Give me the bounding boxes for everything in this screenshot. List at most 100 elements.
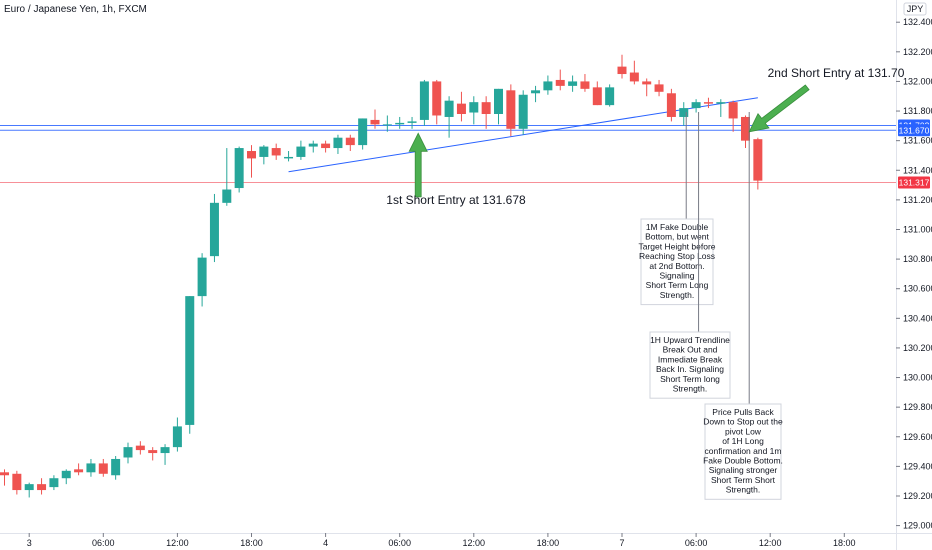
annotation-label: 1st Short Entry at 131.678 <box>386 193 526 207</box>
y-tick-label: 130.400 <box>903 313 932 323</box>
candle-body <box>0 472 9 476</box>
candle-body <box>395 122 405 125</box>
note-text-line: Price Pulls Back <box>712 407 774 417</box>
candle-body <box>345 137 355 146</box>
candle-body <box>469 102 479 113</box>
candle-body <box>703 102 713 104</box>
candle-body <box>580 81 590 89</box>
price-tag-label: 131.670 <box>899 125 930 135</box>
candle-body <box>555 79 565 86</box>
currency-label: JPY <box>907 4 924 14</box>
candle-body <box>37 484 47 491</box>
note-text-line: Reaching Stop Loss <box>639 251 715 261</box>
candle-body <box>494 88 503 115</box>
candle-body <box>12 473 22 491</box>
candle-body <box>333 137 343 149</box>
note-text-line: at 2nd Bottom. <box>649 261 704 271</box>
candle-body <box>259 146 269 157</box>
candle-body <box>679 108 689 117</box>
candle-body <box>370 119 380 125</box>
x-tick-label: 18:00 <box>537 538 560 548</box>
candle-body <box>74 469 84 473</box>
x-tick-label: 06:00 <box>685 538 708 548</box>
candle-body <box>172 426 182 448</box>
note-text-line: Signaling stronger <box>709 465 778 475</box>
candle-body <box>716 102 726 104</box>
x-tick-label: 3 <box>27 538 32 548</box>
chart-title: Euro / Japanese Yen, 1h, FXCM <box>4 4 147 15</box>
candle-body <box>543 81 553 91</box>
candle-body <box>160 447 170 454</box>
x-tick-label: 12:00 <box>759 538 782 548</box>
x-tick-label: 4 <box>323 538 328 548</box>
candle-body <box>444 100 454 117</box>
y-tick-label: 129.400 <box>903 461 932 471</box>
candle-body <box>135 445 145 451</box>
candle-body <box>197 257 207 297</box>
candle-body <box>568 81 578 86</box>
x-tick-label: 12:00 <box>463 538 486 548</box>
y-tick-label: 130.200 <box>903 343 932 353</box>
y-tick-label: 129.600 <box>903 432 932 442</box>
candle-body <box>481 102 491 115</box>
note-text-line: Target Height before <box>638 241 715 251</box>
candle-body <box>654 84 664 92</box>
candle-body <box>666 93 676 117</box>
candle-body <box>308 143 318 147</box>
y-tick-label: 132.200 <box>903 47 932 57</box>
note-text-line: confirmation and 1m <box>704 446 781 456</box>
candle-body <box>753 139 763 181</box>
candle-body <box>148 450 158 454</box>
x-tick-label: 06:00 <box>92 538 115 548</box>
note-text-line: Break Out and <box>663 345 718 355</box>
note-text-line: Strength. <box>660 290 695 300</box>
candle-body <box>741 116 750 141</box>
candle-body <box>185 296 195 425</box>
x-tick-label: 18:00 <box>240 538 263 548</box>
entry-arrow-2 <box>748 84 810 133</box>
candle-body <box>209 202 219 257</box>
note-text-line: Strength. <box>726 485 761 495</box>
note-text-line: Immediate Break <box>658 354 723 364</box>
candle-body <box>284 156 294 159</box>
price-tag <box>898 176 930 189</box>
candle-body <box>321 143 331 149</box>
candle-body <box>518 94 528 129</box>
candle-body <box>222 189 232 203</box>
note-text-line: pivot Low <box>725 426 762 436</box>
note-box <box>640 218 714 306</box>
note-text-line: of 1H Long <box>722 436 764 446</box>
y-tick-label: 129.000 <box>903 521 932 531</box>
candle-body <box>531 90 541 94</box>
candle-body <box>111 458 121 476</box>
x-tick-label: 7 <box>619 538 624 548</box>
note-text-line: Short Term long <box>660 374 720 384</box>
candle-body <box>432 81 442 116</box>
y-tick-label: 130.600 <box>903 284 932 294</box>
candle-body <box>691 102 701 109</box>
candle-body <box>407 121 417 123</box>
entry-arrow-1 <box>408 132 428 198</box>
note-text-line: Signaling <box>660 271 695 281</box>
candle-body <box>296 146 306 157</box>
currency-badge <box>903 2 927 16</box>
y-tick-label: 131.200 <box>903 195 932 205</box>
y-tick-label: 130.000 <box>903 373 932 383</box>
y-tick-label: 132.000 <box>903 76 932 86</box>
y-tick-label: 131.000 <box>903 224 932 234</box>
candle-body <box>642 81 652 85</box>
candle-body <box>629 72 639 82</box>
y-tick-label: 131.400 <box>903 165 932 175</box>
candle-body <box>271 148 281 156</box>
candle-body <box>123 447 133 458</box>
candle-body <box>358 118 368 146</box>
y-tick-label: 131.800 <box>903 106 932 116</box>
note-text-line: Bottom, but went <box>645 232 709 242</box>
candle-body <box>605 87 615 106</box>
annotation-label: 2nd Short Entry at 131.70 <box>768 66 905 80</box>
note-text-line: Down to Stop out the <box>703 417 783 427</box>
candle-body <box>506 90 516 129</box>
candle-body <box>61 470 71 479</box>
